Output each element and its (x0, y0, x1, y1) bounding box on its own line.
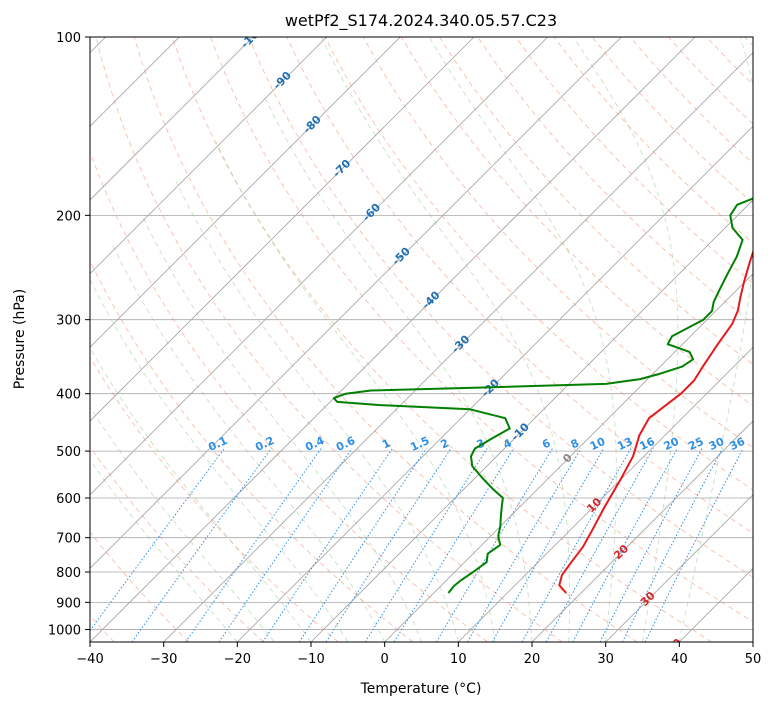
mixing-ratio-line (131, 448, 272, 642)
y-tick-label: 600 (56, 492, 81, 507)
x-tick-label: 0 (381, 652, 389, 667)
y-tick-label: 200 (56, 209, 81, 224)
y-tick-label: 500 (56, 445, 81, 460)
x-tick-label: −20 (224, 652, 251, 667)
isotherm-line (90, 37, 475, 422)
axes: −40 −30 −20 −10 0 10 20 30 40 50 100 200 300 400 500 60… (48, 31, 761, 667)
y-tick-label: 700 (56, 532, 81, 547)
dry-adiabat (90, 150, 488, 642)
isotherm-line (90, 37, 696, 642)
isotherm-label: 40 (665, 636, 685, 656)
mixing-ratio-line (435, 448, 553, 642)
mixing-ratio-line (599, 448, 703, 642)
mixing-ratio-line (325, 448, 452, 642)
moist-adiabat (175, 180, 459, 642)
x-tick-label: −40 (76, 652, 103, 667)
mixing-ratio-lines (90, 448, 744, 642)
isotherm-line (90, 37, 401, 348)
isotherm-line (163, 52, 753, 642)
isotherm-line (605, 494, 753, 642)
temperature-profile-line (558, 249, 753, 594)
mixing-ratio-line (491, 448, 605, 642)
mixing-ratio-label: 13 (615, 435, 634, 453)
x-tick-label: −10 (297, 652, 324, 667)
mixing-ratio-line (393, 448, 515, 642)
x-axis-label: Temperature (°C) (360, 681, 482, 697)
mixing-ratio-label: 20 (662, 435, 682, 453)
mixing-ratio-line (467, 448, 582, 642)
dry-adiabat (515, 37, 753, 284)
plot-area (90, 37, 753, 642)
mixing-ratio-line (644, 448, 744, 642)
mixing-ratio-line (185, 448, 322, 642)
isotherm-line (310, 199, 753, 642)
moist-adiabat (141, 215, 422, 642)
dry-adiabat (95, 37, 563, 642)
sounding-profiles (332, 197, 753, 594)
isotherm-line (90, 37, 327, 275)
mixing-ratio-label: 10 (588, 435, 608, 453)
x-tick-label: 20 (524, 652, 541, 667)
moist-adiabat (572, 37, 679, 642)
mixing-ratio-line (218, 448, 353, 642)
dry-adiabat (171, 37, 712, 642)
dry-adiabat (90, 445, 264, 642)
moist-adiabat (90, 406, 275, 642)
mixing-ratio-line (621, 448, 723, 642)
isotherm-line (237, 125, 753, 642)
dry-adiabat (210, 37, 753, 623)
mixing-ratio-line (90, 448, 225, 632)
isotherm-line (458, 346, 753, 642)
chart-title: wetPf2_S174.2024.340.05.57.C23 (285, 11, 557, 31)
mixing-ratio-line (364, 448, 488, 642)
isotherm-line (752, 641, 753, 642)
x-tick-label: 40 (671, 652, 688, 667)
y-tick-label: 900 (56, 596, 81, 611)
mixing-ratio-label: 16 (637, 435, 657, 453)
mixing-ratio-line (262, 448, 393, 642)
mixing-ratio-label: 36 (728, 435, 748, 453)
isotherm-line (90, 37, 548, 496)
isotherm-lines (90, 37, 753, 642)
dry-adiabat (439, 37, 753, 365)
isotherm-line (90, 37, 622, 569)
y-tick-label: 800 (56, 566, 81, 581)
moist-adiabat (320, 37, 571, 642)
y-tick-label: 300 (56, 314, 81, 329)
plot-frame (89, 36, 754, 643)
y-tick-label: 1000 (48, 623, 81, 638)
x-tick-label: 30 (597, 652, 614, 667)
dry-adiabat (400, 37, 753, 407)
moist-adiabat (90, 278, 349, 642)
y-axis-label: Pressure (hPa) (12, 289, 28, 389)
x-tick-label: −30 (150, 652, 177, 667)
y-tick-label: 400 (56, 388, 81, 403)
mixing-ratio-line (298, 448, 427, 642)
dry-adiabat (248, 37, 753, 578)
dewpoint-profile-line (332, 197, 753, 594)
y-tick-label: 100 (56, 31, 81, 46)
dry-adiabat (90, 531, 190, 642)
x-tick-label: 10 (450, 652, 467, 667)
moist-adiabat (112, 245, 386, 642)
dry-adiabat (133, 37, 638, 642)
x-tick-label: 50 (745, 652, 762, 667)
isotherm-line (384, 273, 753, 642)
isotherm-line (90, 37, 254, 201)
pressure-gridlines (90, 37, 753, 630)
mixing-ratio-label: 25 (686, 435, 705, 453)
mixing-ratio-label: 30 (707, 435, 727, 453)
isotherm-line (531, 420, 753, 642)
